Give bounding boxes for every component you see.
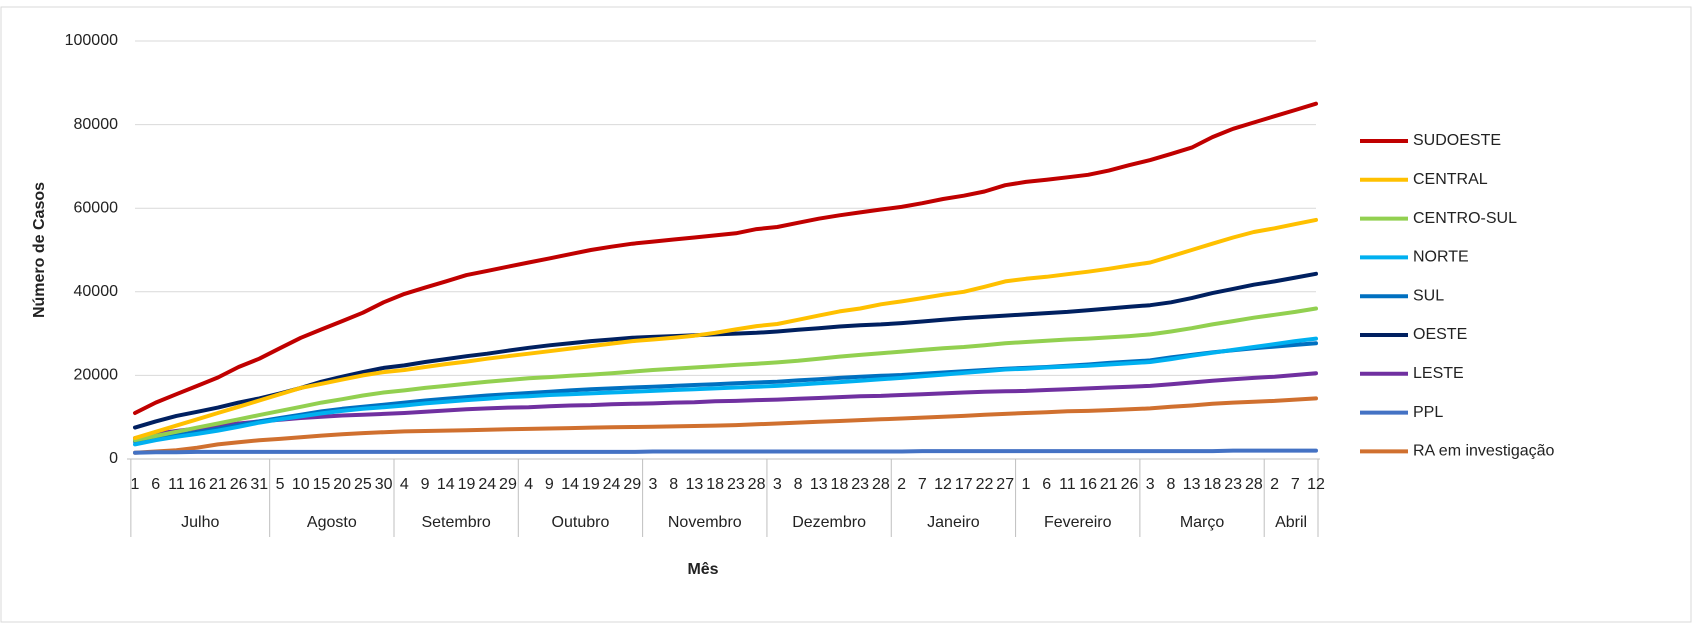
x-tick-label: 17 bbox=[955, 476, 973, 493]
y-tick-label: 0 bbox=[109, 450, 118, 467]
x-tick-label: 11 bbox=[1059, 476, 1076, 493]
legend-label: LESTE bbox=[1413, 365, 1464, 382]
x-group-label: Fevereiro bbox=[1044, 514, 1112, 531]
x-group-label: Outubro bbox=[552, 514, 610, 531]
x-group-label: Janeiro bbox=[927, 514, 980, 531]
x-tick-label: 24 bbox=[478, 476, 496, 493]
series-line bbox=[133, 217, 1318, 441]
x-tick-label: 27 bbox=[996, 476, 1014, 493]
x-tick-label: 23 bbox=[1224, 476, 1242, 493]
x-tick-label: 8 bbox=[794, 476, 803, 493]
x-group-label: Agosto bbox=[307, 514, 357, 531]
x-tick-label: 20 bbox=[333, 476, 351, 493]
x-tick-label: 21 bbox=[209, 476, 227, 493]
x-tick-label: 13 bbox=[1183, 476, 1201, 493]
x-tick-label: 4 bbox=[524, 476, 533, 493]
x-tick-label: 7 bbox=[918, 476, 927, 493]
x-tick-label: 28 bbox=[748, 476, 766, 493]
x-tick-label: 11 bbox=[168, 476, 185, 493]
x-tick-label: 12 bbox=[934, 476, 952, 493]
x-tick-label: 30 bbox=[375, 476, 393, 493]
x-tick-label: 26 bbox=[1121, 476, 1139, 493]
x-tick-label: 13 bbox=[686, 476, 704, 493]
series-line bbox=[133, 306, 1318, 443]
x-tick-label: 12 bbox=[1307, 476, 1325, 493]
x-tick-label: 8 bbox=[669, 476, 678, 493]
x-tick-label: 16 bbox=[188, 476, 206, 493]
x-tick-label: 5 bbox=[276, 476, 285, 493]
x-tick-label: 3 bbox=[773, 476, 782, 493]
x-tick-label: 6 bbox=[1042, 476, 1051, 493]
legend-label: CENTRAL bbox=[1413, 171, 1488, 188]
x-tick-label: 18 bbox=[831, 476, 849, 493]
x-tick-label: 23 bbox=[727, 476, 745, 493]
x-tick-label: 2 bbox=[897, 476, 906, 493]
legend-label: SUDOESTE bbox=[1413, 132, 1501, 149]
x-tick-label: 13 bbox=[810, 476, 828, 493]
x-tick-label: 3 bbox=[1146, 476, 1155, 493]
x-tick-label: 3 bbox=[649, 476, 658, 493]
x-tick-label: 19 bbox=[458, 476, 476, 493]
x-tick-label: 28 bbox=[872, 476, 890, 493]
legend-label: OESTE bbox=[1413, 326, 1467, 343]
legend-label: SUL bbox=[1413, 287, 1444, 304]
x-group-label: Março bbox=[1180, 514, 1225, 531]
series-line bbox=[133, 396, 1318, 455]
x-tick-label: 1 bbox=[1021, 476, 1030, 493]
x-tick-label: 25 bbox=[354, 476, 372, 493]
x-tick-label: 22 bbox=[976, 476, 994, 493]
x-tick-label: 18 bbox=[706, 476, 724, 493]
x-tick-label: 10 bbox=[292, 476, 310, 493]
x-tick-label: 9 bbox=[421, 476, 430, 493]
x-tick-label: 1 bbox=[131, 476, 140, 493]
x-tick-label: 2 bbox=[1270, 476, 1279, 493]
x-tick-label: 29 bbox=[623, 476, 641, 493]
x-tick-label: 19 bbox=[582, 476, 600, 493]
x-tick-label: 31 bbox=[250, 476, 268, 493]
series-line bbox=[133, 371, 1318, 441]
legend-label: CENTRO-SUL bbox=[1413, 210, 1517, 227]
legend-label: PPL bbox=[1413, 404, 1443, 421]
x-tick-label: 9 bbox=[545, 476, 554, 493]
x-tick-label: 16 bbox=[1079, 476, 1097, 493]
y-tick-label: 40000 bbox=[74, 283, 119, 300]
x-axis-title: Mês bbox=[687, 561, 718, 578]
x-tick-label: 21 bbox=[1100, 476, 1118, 493]
x-tick-label: 23 bbox=[851, 476, 869, 493]
series-line bbox=[133, 336, 1318, 447]
x-tick-label: 18 bbox=[1204, 476, 1222, 493]
x-tick-label: 8 bbox=[1167, 476, 1176, 493]
y-tick-label: 60000 bbox=[74, 199, 119, 216]
x-group-label: Julho bbox=[181, 514, 219, 531]
series-line bbox=[133, 448, 1318, 455]
y-tick-label: 80000 bbox=[74, 116, 119, 133]
x-tick-label: 26 bbox=[230, 476, 248, 493]
x-tick-label: 7 bbox=[1291, 476, 1300, 493]
x-tick-label: 6 bbox=[151, 476, 160, 493]
x-tick-label: 28 bbox=[1245, 476, 1263, 493]
legend-label: RA em investigação bbox=[1413, 443, 1555, 460]
x-group-label: Abril bbox=[1275, 514, 1307, 531]
x-group-label: Dezembro bbox=[792, 514, 866, 531]
series-line bbox=[133, 271, 1318, 430]
x-tick-label: 14 bbox=[561, 476, 579, 493]
x-group-label: Setembro bbox=[421, 514, 490, 531]
y-tick-label: 20000 bbox=[74, 367, 119, 384]
x-tick-label: 4 bbox=[400, 476, 409, 493]
x-tick-label: 15 bbox=[313, 476, 331, 493]
legend-label: NORTE bbox=[1413, 249, 1469, 266]
x-tick-label: 14 bbox=[437, 476, 455, 493]
x-tick-label: 29 bbox=[499, 476, 517, 493]
x-tick-label: 24 bbox=[603, 476, 621, 493]
chart-frame bbox=[0, 6, 1692, 623]
y-tick-label: 100000 bbox=[65, 32, 118, 49]
series-line bbox=[133, 101, 1318, 415]
x-group-label: Novembro bbox=[668, 514, 742, 531]
y-axis-title: Número de Casos bbox=[31, 182, 48, 318]
